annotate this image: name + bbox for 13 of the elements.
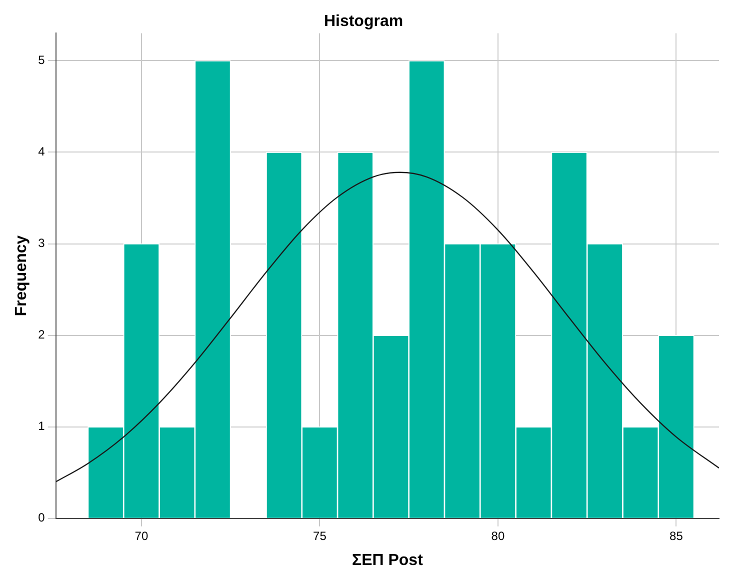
x-tick-label: 80: [491, 528, 505, 543]
chart-title: Histogram: [324, 13, 404, 30]
x-tick-label: 70: [134, 528, 148, 543]
y-tick-label: 4: [38, 144, 46, 159]
x-tick-label: 85: [670, 528, 684, 543]
x-axis-title: ΣΕΠ Post: [352, 552, 424, 569]
y-tick-label: 3: [38, 236, 46, 250]
y-tick-label: 0: [38, 510, 46, 525]
x-tick-label: 75: [313, 528, 327, 543]
y-tick-label: 1: [38, 419, 46, 434]
y-tick-label: 2: [38, 328, 46, 342]
y-tick-label: 5: [38, 52, 46, 67]
y-axis-title: Frequency: [13, 235, 30, 316]
